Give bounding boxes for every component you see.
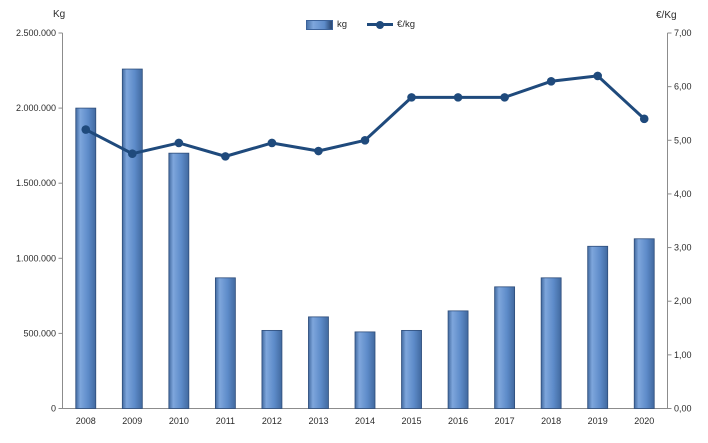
legend: kg €/kg: [306, 19, 415, 30]
x-axis-category-label: 2010: [169, 416, 189, 426]
line-point-2016: [453, 93, 463, 102]
bar-2016: [447, 310, 469, 409]
line-point-2019: [593, 71, 602, 81]
x-axis-category-label: 2016: [448, 416, 468, 426]
right-axis-tick-label: 7,00: [674, 28, 692, 38]
line-point-2011: [221, 152, 230, 161]
bar-2008: [75, 107, 97, 409]
legend-item-eur-per-kg: €/kg: [367, 19, 415, 30]
left-axis-tick-label: 1.000.000: [16, 253, 56, 263]
right-axis-tick-label: 2,00: [674, 296, 692, 306]
legend-item-kg: kg: [306, 19, 347, 30]
right-axis-tick-label: 6,00: [674, 82, 692, 92]
right-axis-tick-label: 4,00: [674, 189, 692, 199]
line-point-2008: [81, 125, 91, 134]
line-series-swatch-icon: [367, 20, 394, 29]
legend-label-eur-per-kg: €/kg: [397, 19, 416, 30]
x-axis-category-label: 2008: [76, 416, 96, 426]
line-point-2010: [174, 138, 184, 148]
bar-2010: [168, 152, 190, 409]
bar-2009: [121, 68, 143, 409]
bar-series-swatch-icon: [306, 19, 333, 30]
bar-2014: [354, 331, 376, 409]
x-axis-category-label: 2013: [308, 416, 328, 426]
x-axis-category-label: 2009: [122, 416, 142, 426]
right-axis-tick-label: 1,00: [674, 350, 692, 360]
bar-2017: [494, 286, 516, 409]
x-axis-category-label: 2020: [634, 416, 654, 426]
right-axis-tick-label: 5,00: [674, 135, 692, 145]
bar-2011: [214, 277, 236, 409]
line-point-2013: [314, 146, 323, 156]
left-axis-tick-label: 0: [51, 404, 56, 414]
line-point-2012: [267, 138, 277, 148]
line-point-2017: [500, 93, 509, 102]
bar-2013: [308, 316, 329, 409]
left-axis-tick-label: 1.500.000: [16, 178, 56, 188]
line-point-2015: [407, 93, 416, 102]
x-axis-category-label: 2017: [495, 416, 515, 426]
left-axis-title: Kg: [53, 9, 66, 20]
line-marker-icon: [376, 20, 385, 29]
bar-2012: [261, 329, 283, 409]
right-axis-tick-label: 0,00: [674, 404, 692, 414]
right-axis-tick-label: 3,00: [674, 243, 692, 253]
x-axis-category-label: 2019: [588, 416, 608, 426]
right-axis-title: €/Kg: [656, 10, 677, 21]
bar-2018: [540, 277, 562, 409]
x-axis-category-label: 2012: [262, 416, 282, 426]
x-axis-category-label: 2018: [541, 416, 561, 426]
left-axis-tick-label: 500.000: [23, 328, 56, 338]
line-point-2009: [128, 149, 137, 158]
x-axis-category-label: 2015: [402, 416, 422, 426]
x-axis-category-label: 2014: [355, 416, 375, 426]
bar-2019: [587, 245, 609, 409]
bar-2020: [633, 238, 655, 409]
left-axis-tick-label: 2.500.000: [16, 28, 56, 38]
line-point-2014: [360, 135, 370, 145]
left-axis-tick-label: 2.000.000: [16, 103, 56, 113]
x-axis-category-label: 2011: [216, 416, 235, 426]
legend-label-kg: kg: [337, 19, 348, 30]
line-point-2018: [546, 76, 556, 86]
line-point-2020: [639, 114, 649, 124]
bar-2015: [401, 329, 422, 409]
